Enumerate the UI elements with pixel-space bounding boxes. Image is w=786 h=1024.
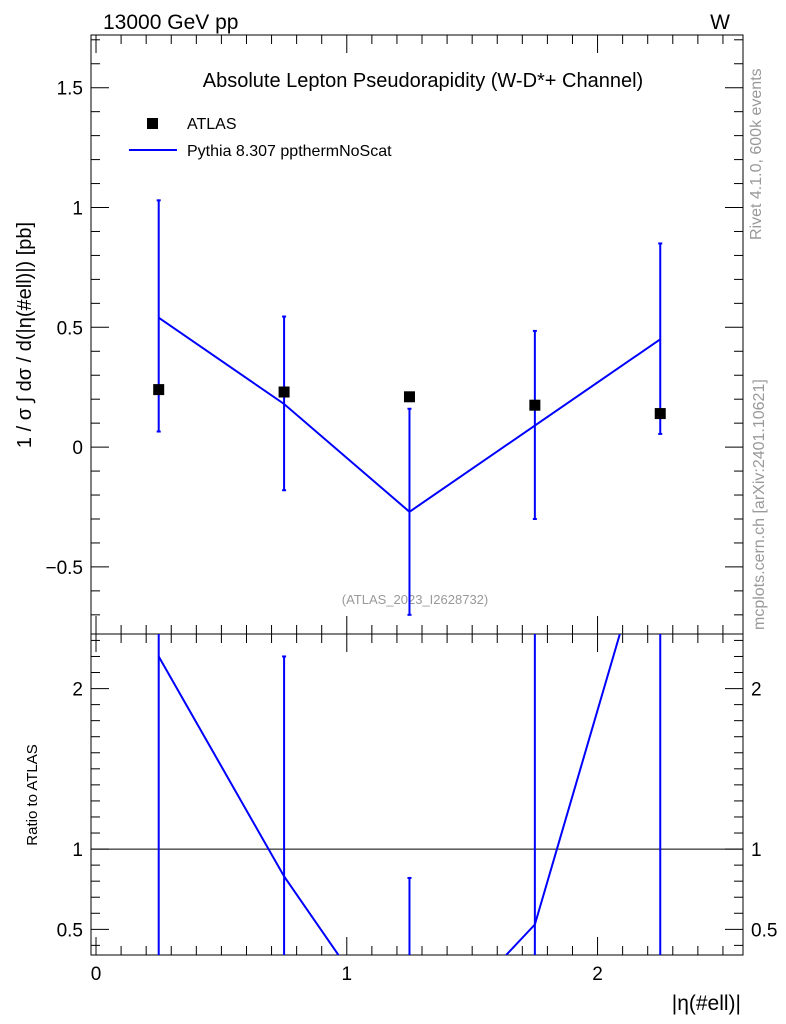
x-tick-label: 2 [592, 964, 603, 985]
ratio-clipped-content [91, 634, 743, 955]
atlas-data-point [153, 384, 165, 396]
atlas-data-point [278, 386, 290, 398]
y-tick-label: −0.5 [45, 558, 83, 579]
ratio-y-tick-label-right: 2 [751, 680, 762, 701]
main-axis-ticks [91, 35, 743, 634]
header-energy-label: 13000 GeV pp [103, 11, 238, 34]
chart-title: Absolute Lepton Pseudorapidity (W-D*+ Ch… [203, 70, 643, 92]
ratio-plot-frame [90, 633, 744, 956]
y-tick-label: 1.5 [57, 79, 83, 100]
x-axis-label: |η(#ell)| [672, 992, 741, 1015]
rivet-version-label: Rivet 4.1.0, 600k events [748, 68, 765, 240]
atlas-data-point [403, 391, 415, 403]
y-tick-label: 1 [72, 199, 83, 220]
y-tick-label: 0 [72, 438, 83, 459]
legend: ATLAS Pythia 8.307 ppthermNoScat [129, 116, 392, 160]
atlas-data-point [529, 399, 541, 411]
ratio-y-tick-label: 2 [72, 680, 83, 701]
atlas-data-series [153, 384, 666, 420]
main-y-tick-labels: −0.5 0 0.5 1 1.5 [45, 79, 83, 579]
ratio-plot-panel: 0.5 0.5 1 1 2 2 0 1 2 Ratio to ATLAS |η(#ell)| [24, 633, 778, 1015]
mcplots-source-label: mcplots.cern.ch [arXiv:2401.10621] [751, 379, 768, 630]
ratio-series-group [91, 634, 743, 955]
ratio-axis-ticks [91, 634, 743, 955]
legend-atlas-marker [147, 118, 158, 129]
ratio-mc-line [157, 634, 621, 955]
y-tick-label: 0.5 [57, 318, 83, 339]
atlas-data-point [654, 408, 666, 420]
ratio-y-tick-labels: 0.5 0.5 1 1 2 2 [57, 680, 778, 942]
header-process-label: W [710, 11, 730, 34]
mc-series [156, 199, 663, 616]
ratio-y-tick-label-right: 0.5 [751, 920, 777, 941]
ratio-y-tick-label-right: 1 [751, 840, 762, 861]
x-tick-labels: 0 1 2 [91, 964, 603, 985]
legend-atlas-label: ATLAS [187, 116, 237, 133]
ratio-y-tick-label: 0.5 [57, 920, 83, 941]
ratio-y-tick-label: 1 [72, 840, 83, 861]
legend-mc-label: Pythia 8.307 ppthermNoScat [187, 143, 392, 160]
x-tick-label: 0 [91, 964, 102, 985]
analysis-watermark: (ATLAS_2023_I2628732) [342, 592, 488, 607]
main-plot-panel: −0.5 0 0.5 1 1.5 Absolute Lepton Pseudorapid… [14, 34, 744, 635]
ratio-y-axis-label: Ratio to ATLAS [24, 744, 41, 845]
main-y-axis-label: 1 / σ ∫ dσ / d(|η(#ell)|) [pb] [14, 222, 36, 448]
x-tick-label: 1 [341, 964, 352, 985]
